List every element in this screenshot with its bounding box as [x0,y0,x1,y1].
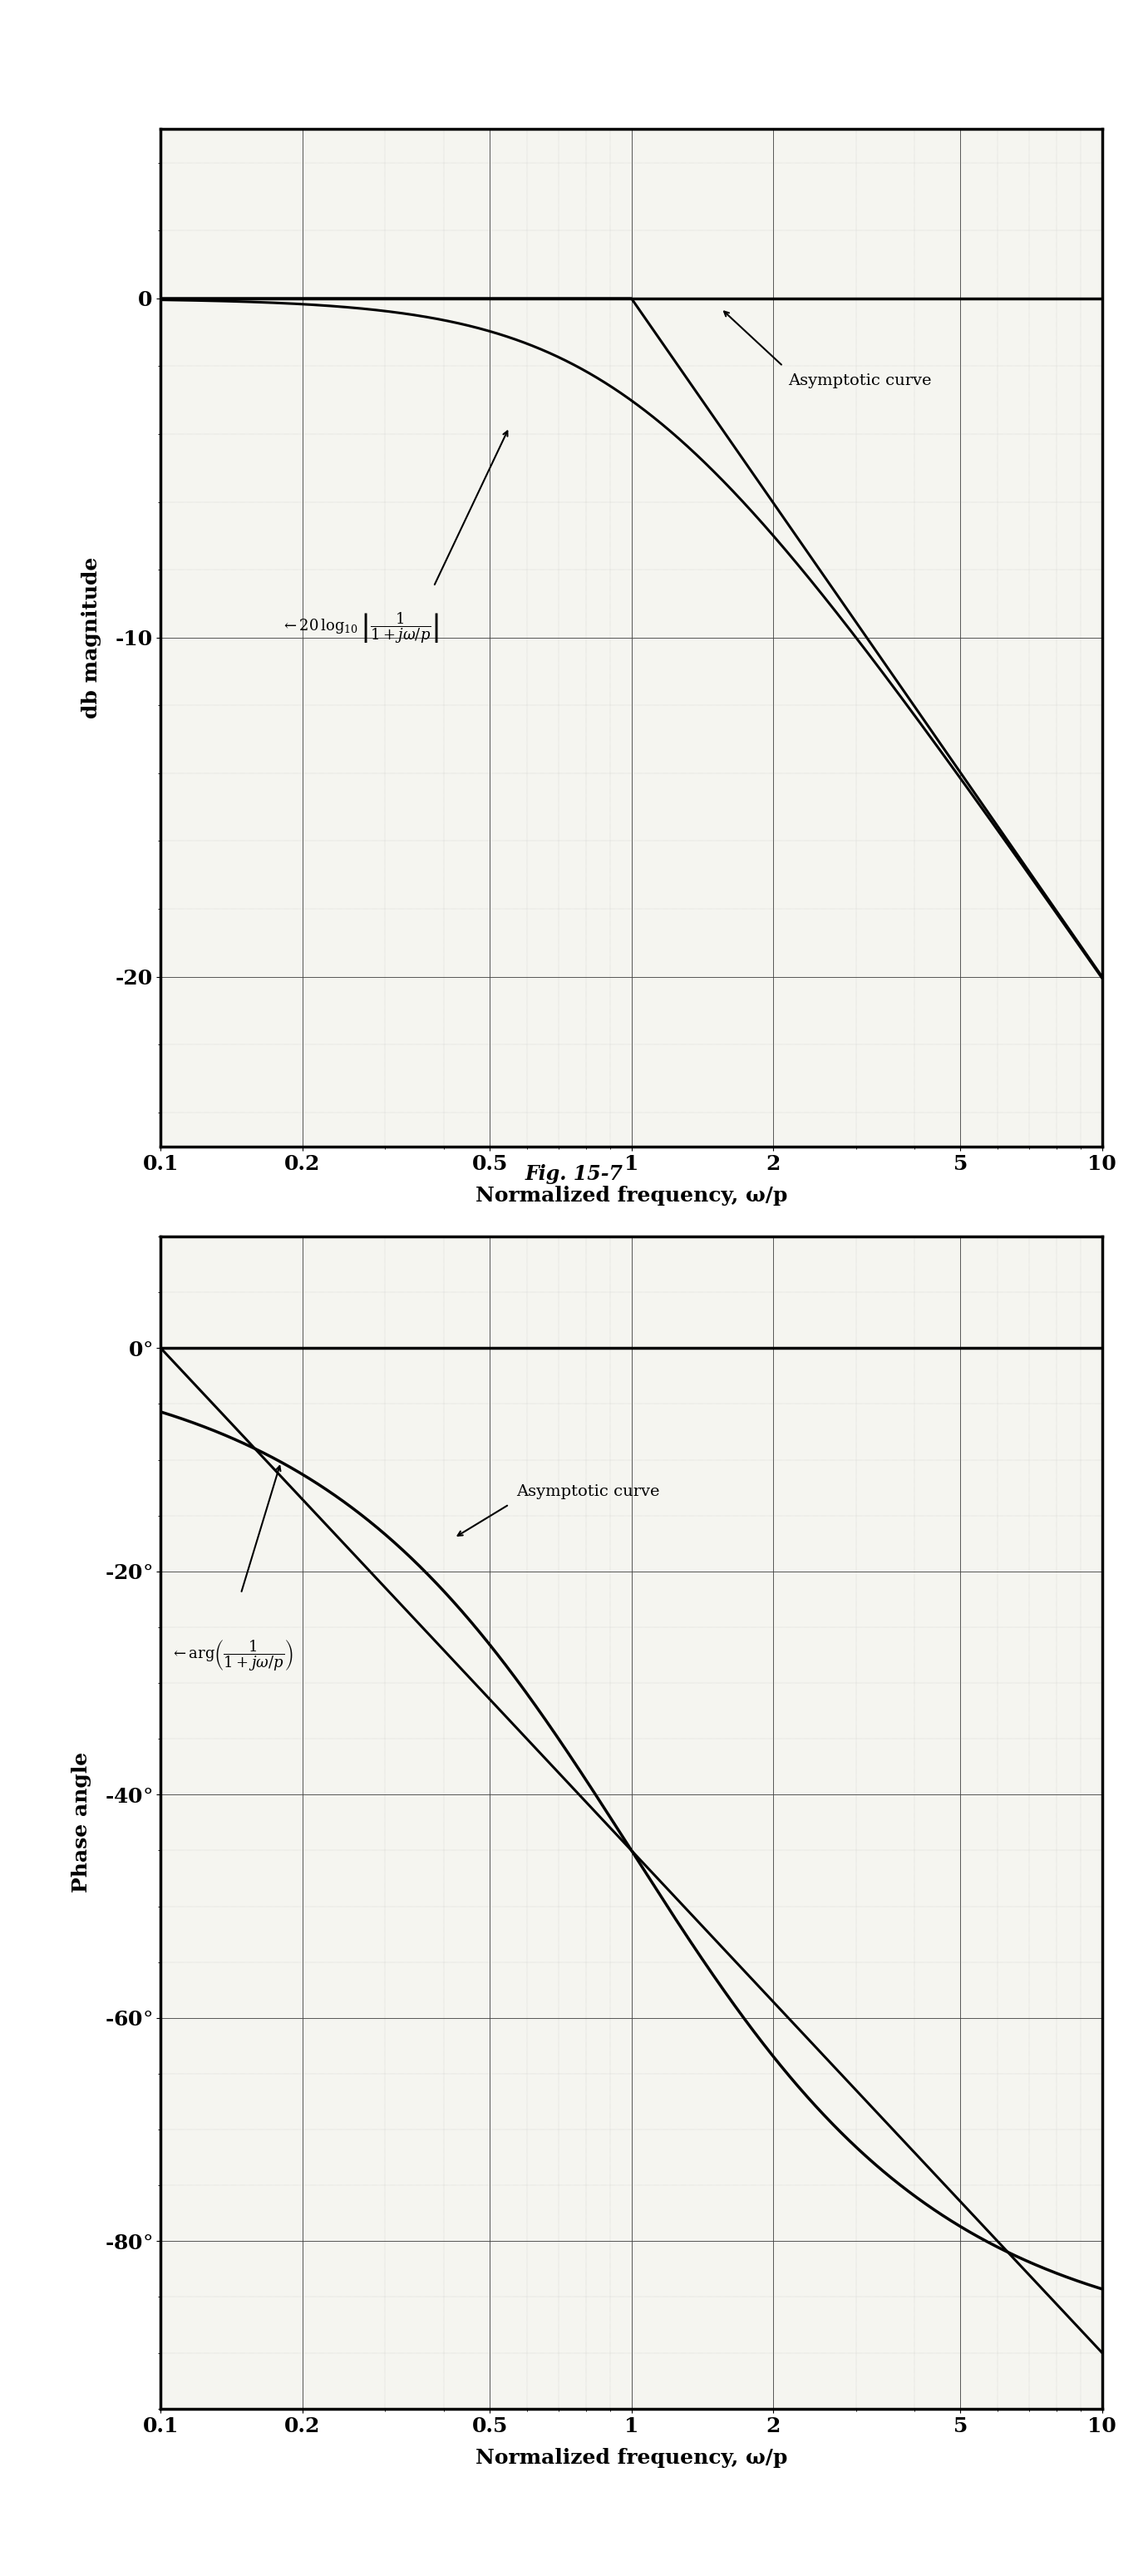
Text: $\leftarrow \arg\!\left(\dfrac{1}{1+j\omega/p}\right)$: $\leftarrow \arg\!\left(\dfrac{1}{1+j\om… [171,1638,294,1672]
X-axis label: Normalized frequency, ω/p: Normalized frequency, ω/p [475,2447,788,2468]
Y-axis label: db magnitude: db magnitude [82,556,101,719]
Text: Asymptotic curve: Asymptotic curve [517,1484,660,1499]
Text: Asymptotic curve: Asymptotic curve [788,374,931,389]
X-axis label: Normalized frequency, ω/p: Normalized frequency, ω/p [475,1185,788,1206]
Text: $\leftarrow 20\,\log_{10}\left|\dfrac{1}{1+j\omega/p}\right|$: $\leftarrow 20\,\log_{10}\left|\dfrac{1}… [281,611,439,644]
Text: Fig. 15-7: Fig. 15-7 [525,1164,623,1185]
Y-axis label: Phase angle: Phase angle [71,1752,91,1893]
